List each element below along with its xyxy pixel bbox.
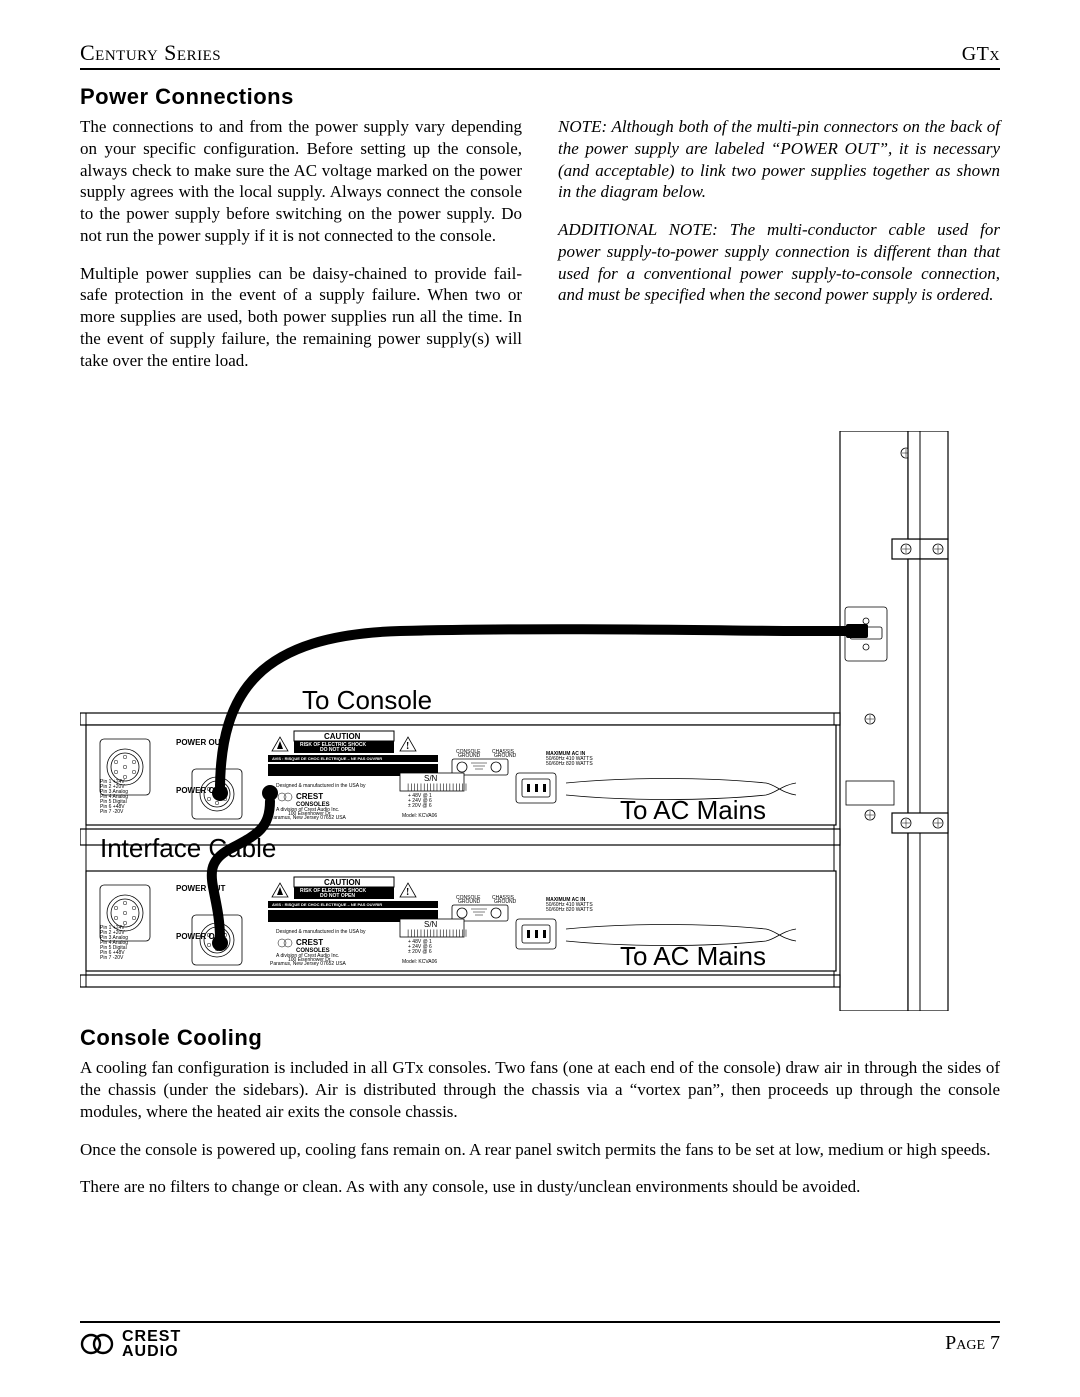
- header-left: Century Series: [80, 40, 221, 66]
- power-note-2: ADDITIONAL NOTE: The multi-conductor cab…: [558, 219, 1000, 306]
- label-interface-cable: Interface Cable: [100, 833, 276, 863]
- psu-1: To AC Mains: [86, 725, 836, 825]
- power-columns: The connections to and from the power su…: [80, 116, 1000, 387]
- cooling-para-2: Once the console is powered up, cooling …: [80, 1139, 1000, 1161]
- power-para-2: Multiple power supplies can be daisy-cha…: [80, 263, 522, 372]
- section-title-cooling: Console Cooling: [80, 1025, 1000, 1051]
- footer-brand-line1: CREST: [122, 1329, 181, 1344]
- power-para-1: The connections to and from the power su…: [80, 116, 522, 247]
- label-to-console: To Console: [302, 685, 432, 715]
- crest-logo-icon: [80, 1330, 114, 1358]
- cooling-para-3: There are no filters to change or clean.…: [80, 1176, 1000, 1198]
- page-footer: CREST AUDIO Page 7: [80, 1321, 1000, 1359]
- page-number: Page 7: [945, 1332, 1000, 1355]
- to-ac-mains-1: To AC Mains: [620, 795, 766, 825]
- cooling-para-1: A cooling fan configuration is included …: [80, 1057, 1000, 1122]
- to-ac-mains-2: To AC Mains: [620, 941, 766, 971]
- psu-2: To AC Mains: [86, 871, 836, 971]
- footer-brand: CREST AUDIO: [80, 1329, 181, 1359]
- footer-brand-line2: AUDIO: [122, 1344, 181, 1359]
- power-note-1: NOTE: Although both of the multi-pin con…: [558, 116, 1000, 203]
- console-stand: [840, 431, 948, 1011]
- section-title-power: Power Connections: [80, 84, 1000, 110]
- power-connection-diagram: POWER OUT Pin 1 +24V Pin 2 +20V Pin 3 An…: [80, 431, 1000, 1011]
- page-header: Century Series GTx: [80, 40, 1000, 70]
- header-right: GTx: [962, 43, 1000, 66]
